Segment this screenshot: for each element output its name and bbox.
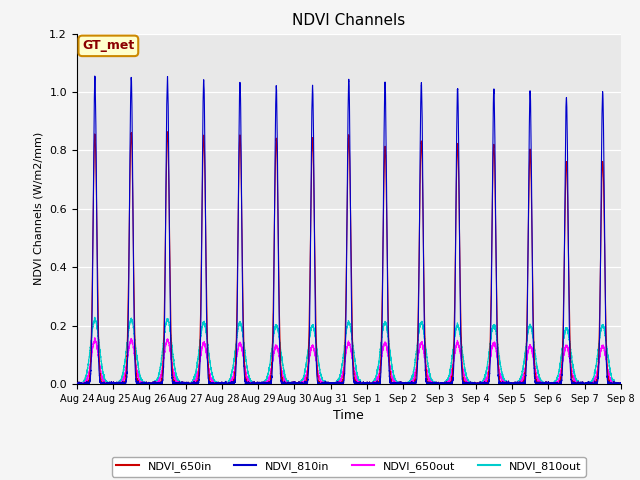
Y-axis label: NDVI Channels (W/m2/mm): NDVI Channels (W/m2/mm) (34, 132, 44, 286)
Legend: NDVI_650in, NDVI_810in, NDVI_650out, NDVI_810out: NDVI_650in, NDVI_810in, NDVI_650out, NDV… (112, 457, 586, 477)
Title: NDVI Channels: NDVI Channels (292, 13, 405, 28)
Text: GT_met: GT_met (82, 39, 134, 52)
X-axis label: Time: Time (333, 409, 364, 422)
